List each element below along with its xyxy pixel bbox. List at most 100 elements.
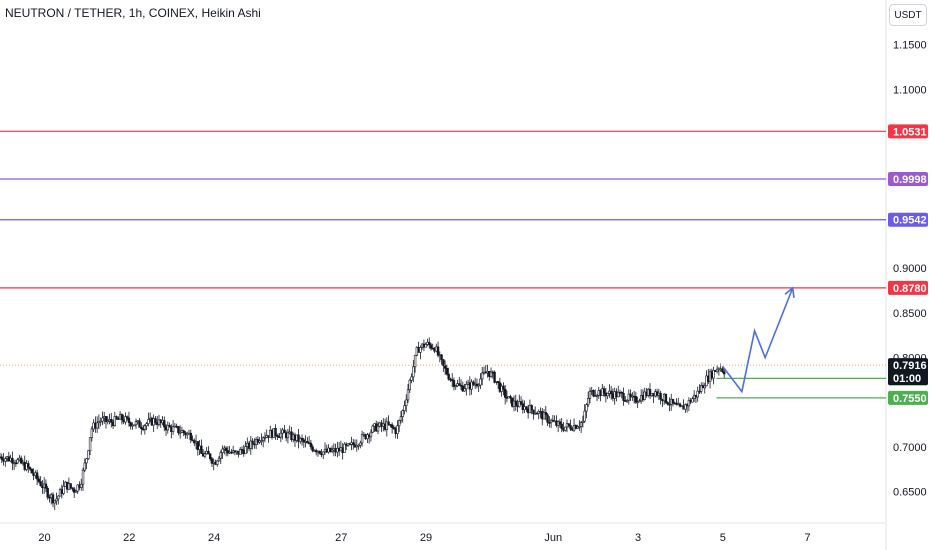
candle-289 xyxy=(509,394,512,404)
candle-79 xyxy=(138,417,141,428)
level-badge-0: 1.0531 xyxy=(888,124,928,139)
chart-title: NEUTRON / TETHER, 1h, COINEX, Heikin Ash… xyxy=(5,6,261,20)
candle-33 xyxy=(57,495,60,505)
candle-137 xyxy=(240,446,244,455)
projection-path[interactable] xyxy=(722,287,794,394)
candle-350 xyxy=(617,385,620,398)
candle-200 xyxy=(352,438,355,450)
candle-302 xyxy=(532,409,535,420)
candle-42 xyxy=(72,486,76,498)
candle-21 xyxy=(35,469,39,486)
candle-271 xyxy=(477,383,480,393)
candle-285 xyxy=(502,382,505,396)
y-tick-label: 1.1500 xyxy=(893,40,927,52)
y-tick-label: 0.9000 xyxy=(893,263,927,275)
x-tick-label: 5 xyxy=(720,532,726,544)
candle-69 xyxy=(120,413,124,425)
candle-1 xyxy=(0,453,3,464)
candle-157 xyxy=(276,433,279,441)
candle-52 xyxy=(90,426,94,442)
candle-128 xyxy=(224,446,228,457)
candle-72 xyxy=(125,415,129,421)
candle-410 xyxy=(723,368,726,379)
candle-258 xyxy=(454,384,457,390)
y-axis: 1.15001.10000.90000.85000.80000.70000.65… xyxy=(893,40,927,499)
candle-328 xyxy=(578,420,581,431)
candle-36 xyxy=(62,480,65,496)
candle-124 xyxy=(217,455,221,462)
candle-63 xyxy=(110,413,113,428)
level-badge-3-label: 0.8780 xyxy=(893,283,927,295)
candle-404 xyxy=(712,366,715,385)
candle-228 xyxy=(401,409,404,423)
candle-12 xyxy=(19,455,23,465)
candle-336 xyxy=(592,389,595,398)
candle-257 xyxy=(452,377,456,391)
candle-49 xyxy=(85,458,88,470)
candle-362 xyxy=(638,398,641,403)
candle-381 xyxy=(671,398,675,407)
candle-374 xyxy=(659,390,662,405)
candle-332 xyxy=(585,403,588,419)
candle-84 xyxy=(147,412,150,427)
candle-331 xyxy=(583,404,586,423)
candle-286 xyxy=(503,385,507,405)
candle-171 xyxy=(300,434,304,446)
x-tick-label: 22 xyxy=(123,532,135,544)
candle-377 xyxy=(664,393,668,404)
x-tick-label: 24 xyxy=(208,532,220,544)
candle-388 xyxy=(684,403,687,413)
candle-250 xyxy=(440,353,443,365)
candle-57 xyxy=(99,417,102,427)
candle-175 xyxy=(307,435,311,445)
candle-229 xyxy=(403,400,406,415)
candle-272 xyxy=(479,373,482,390)
candle-50 xyxy=(87,450,90,461)
candle-40 xyxy=(69,483,72,490)
candle-385 xyxy=(678,402,682,408)
candle-142 xyxy=(249,436,253,455)
candle-172 xyxy=(302,437,306,448)
candle-16 xyxy=(27,460,30,473)
candle-338 xyxy=(595,393,599,402)
candle-88 xyxy=(154,416,157,425)
candle-66 xyxy=(115,415,118,421)
x-tick-label: 3 xyxy=(635,532,641,544)
candle-3 xyxy=(4,456,7,467)
y-tick-label: 0.6500 xyxy=(893,487,927,499)
candle-150 xyxy=(263,432,267,443)
candle-320 xyxy=(564,426,567,432)
candle-98 xyxy=(171,420,175,435)
candle-143 xyxy=(251,438,254,450)
candle-352 xyxy=(620,391,623,399)
candle-55 xyxy=(95,416,99,433)
candle-119 xyxy=(208,453,212,462)
candle-219 xyxy=(385,417,389,437)
candle-361 xyxy=(636,396,639,408)
candle-353 xyxy=(622,387,625,406)
candle-392 xyxy=(691,396,694,403)
candle-7 xyxy=(11,451,14,471)
candle-65 xyxy=(113,411,117,427)
currency-button[interactable]: USDT xyxy=(889,4,927,26)
countdown-label: 01:00 xyxy=(893,373,921,385)
level-badge-2-label: 0.9542 xyxy=(893,215,927,227)
candle-318 xyxy=(560,418,563,433)
candle-73 xyxy=(127,411,131,427)
candle-368 xyxy=(648,383,652,399)
candle-9 xyxy=(14,459,18,467)
y-tick-label: 0.7000 xyxy=(893,442,927,454)
candle-233 xyxy=(410,373,413,384)
candle-51 xyxy=(88,437,92,456)
candle-244 xyxy=(429,343,433,351)
candle-355 xyxy=(625,399,629,404)
candle-346 xyxy=(609,385,613,400)
candle-254 xyxy=(447,367,450,381)
level-badge-5-label: 0.7550 xyxy=(893,393,927,405)
candle-139 xyxy=(244,441,247,455)
candle-112 xyxy=(196,441,200,456)
candle-18 xyxy=(30,468,33,474)
